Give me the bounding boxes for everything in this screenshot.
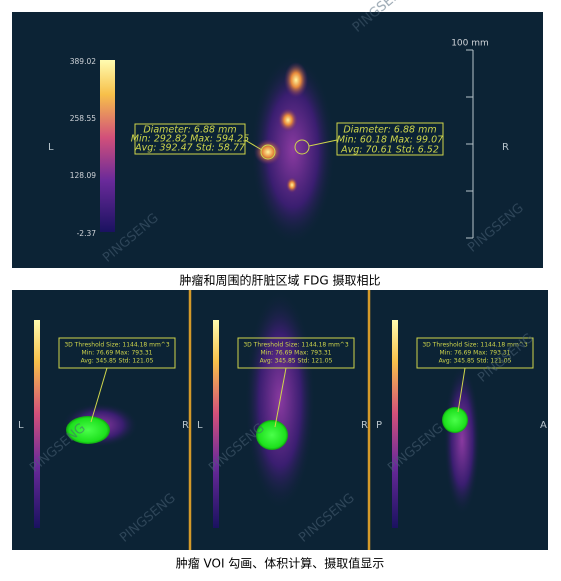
scale-bar xyxy=(466,49,474,239)
side-label: R xyxy=(182,420,189,431)
roi-text: Min: 292.82 Max: 594.25 xyxy=(131,134,249,145)
annotation-text: Min: 76.69 Max: 793.31 xyxy=(440,350,511,357)
side-label: R xyxy=(502,142,509,153)
annotation-text: Avg: 345.85 Std: 121.05 xyxy=(260,358,333,365)
voi-region xyxy=(256,420,288,450)
annotation-text: Min: 76.69 Max: 793.31 xyxy=(82,350,153,357)
colorbar xyxy=(34,320,40,528)
roi-box xyxy=(134,123,246,155)
side-label: P xyxy=(376,420,382,431)
leader xyxy=(244,139,263,151)
colorbar-label: 258.55 xyxy=(70,114,96,123)
side-label: R xyxy=(361,420,368,431)
colorbar xyxy=(213,320,219,528)
voi-region xyxy=(66,416,110,444)
leader xyxy=(308,139,338,147)
leader xyxy=(457,367,466,413)
leader xyxy=(274,367,287,428)
colorbar-label: 128.09 xyxy=(70,171,96,180)
roi-circle xyxy=(294,139,310,155)
roi-text: Diameter: 6.88 mm xyxy=(143,125,236,136)
voi-region xyxy=(442,407,468,433)
annotation-text: Avg: 345.85 Std: 121.05 xyxy=(439,358,512,365)
annotation-box xyxy=(237,337,355,369)
roi-circle xyxy=(260,144,276,160)
annotation-text: Avg: 345.85 Std: 121.05 xyxy=(81,358,154,365)
caption: 肿瘤 VOI 勾画、体积计算、摄取值显示 xyxy=(176,556,385,571)
annotation-text: 3D Threshold Size: 1144.18 mm^3 xyxy=(64,342,170,349)
leader xyxy=(90,367,108,423)
annotation-box xyxy=(58,337,176,369)
pet-image xyxy=(444,365,480,515)
roi-text: Diameter: 6.88 mm xyxy=(343,125,436,136)
colorbar-label: 389.02 xyxy=(70,57,96,66)
side-label: A xyxy=(540,420,547,431)
annotation-text: 3D Threshold Size: 1144.18 mm^3 xyxy=(422,342,528,349)
side-label: L xyxy=(48,142,54,153)
side-label: L xyxy=(18,420,24,431)
annotation-text: Min: 76.69 Max: 793.31 xyxy=(261,350,332,357)
roi-text: Avg: 70.61 Std: 6.52 xyxy=(340,145,439,156)
colorbar-label: -2.37 xyxy=(77,229,97,238)
roi-text: Min: 60.18 Max: 99.07 xyxy=(337,135,443,146)
colorbar xyxy=(392,320,398,528)
side-label: L xyxy=(197,420,203,431)
caption: 肿瘤和周围的肝脏区域 FDG 摄取相比 xyxy=(179,273,380,288)
scale-label: 100 mm xyxy=(451,39,489,49)
pet-image xyxy=(251,55,335,245)
roi-box xyxy=(336,122,444,156)
colorbar xyxy=(100,60,115,232)
annotation-text: 3D Threshold Size: 1144.18 mm^3 xyxy=(243,342,349,349)
annotation-box xyxy=(416,337,534,369)
roi-text: Avg: 392.47 Std: 58.77 xyxy=(134,143,245,154)
